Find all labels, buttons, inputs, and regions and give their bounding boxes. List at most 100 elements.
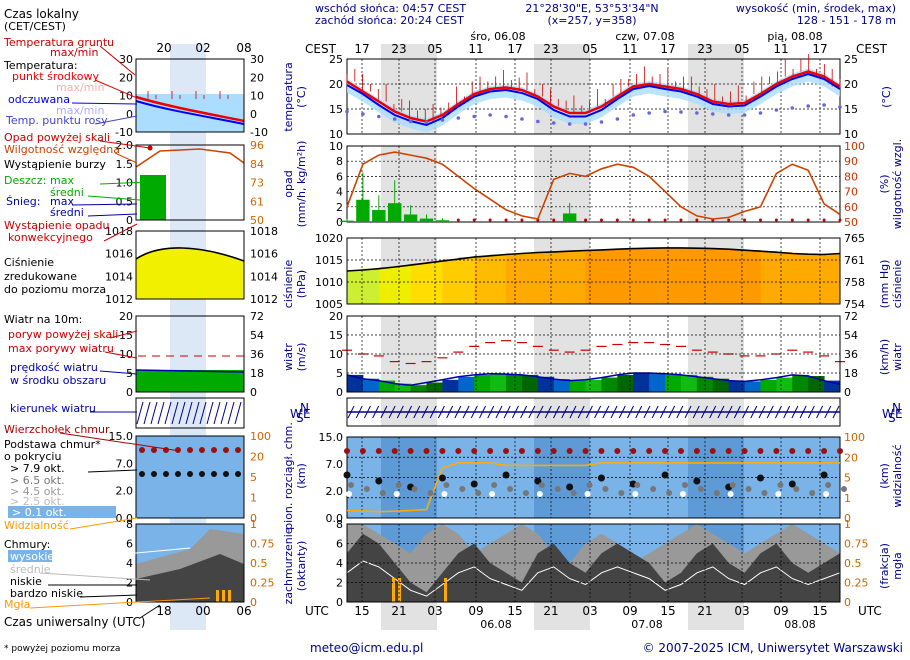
wind-speed-area	[585, 379, 602, 392]
legend-tick-left: 1014	[105, 270, 133, 283]
dewpoint-dot	[631, 113, 636, 117]
conv-precip-dot	[806, 218, 810, 222]
y-tick-right: 25	[844, 53, 858, 66]
legend-tick-left: 4	[126, 557, 133, 570]
legend-tick-left: 30	[119, 53, 133, 66]
dewpoint-dot	[615, 117, 620, 121]
low-clouds-label: niskie	[10, 575, 42, 588]
wind-speed-area	[569, 380, 587, 392]
wind-dir-arrow	[405, 405, 412, 419]
wind-speed-area	[378, 380, 396, 392]
footnote: * powyżej poziomu morza	[4, 644, 120, 654]
wind-dir-arrow	[627, 405, 634, 419]
legend-wind-line	[135, 369, 245, 373]
conv-precip-dot	[472, 218, 476, 222]
y-tick-right: 50	[844, 216, 858, 229]
cloud-base-dot-65	[618, 490, 625, 496]
utc-time-tick: 00	[195, 604, 210, 618]
dewpoint-dot	[472, 114, 477, 119]
wind-dir-arrow	[799, 405, 807, 419]
wind-dir-arrow	[544, 405, 552, 419]
wind-dir-arrow	[585, 405, 593, 419]
wind-dir-arrow	[750, 405, 758, 419]
legend-cloud-top-dot	[151, 447, 157, 453]
okt45-label: > 4.5 okt.	[10, 485, 65, 498]
legend-leader-line	[71, 203, 138, 206]
wind-speed-area	[362, 378, 380, 392]
wind-dir-arrow	[733, 405, 741, 419]
pressure-area-segment	[362, 268, 380, 304]
legend-humidity-line	[135, 148, 245, 168]
wind-dir-arrow	[569, 405, 577, 419]
y-tick-right: 54	[844, 329, 858, 342]
cloud-base-dot-01	[775, 491, 782, 497]
dewpoint-dot	[408, 119, 413, 124]
panel-frame	[346, 145, 841, 223]
pressure-area-segment	[506, 253, 523, 304]
compass-e-right: E	[895, 407, 903, 421]
cloud-base-dot-65	[841, 486, 847, 492]
pressure-area-segment	[553, 251, 571, 304]
cloud-base-dot-65	[777, 482, 784, 488]
fog-bar	[444, 578, 447, 602]
night-band-header	[381, 44, 437, 59]
wind-dir-arrow	[832, 405, 840, 419]
contact-email[interactable]: meteo@icm.edu.pl	[310, 641, 423, 655]
okt65-label: > 6.5 okt.	[10, 474, 65, 487]
cloud-top-dot	[646, 448, 653, 454]
legend-cloud-base-dot	[199, 471, 205, 477]
y-tick-right: 36	[844, 348, 858, 361]
legend-fog-bar	[222, 590, 225, 602]
night-band-footer	[688, 602, 744, 630]
legend-tick-right: -10	[250, 126, 268, 139]
compass-s-left: S	[296, 411, 304, 425]
panel-frame	[346, 315, 841, 393]
wind-dir-arrow	[446, 405, 454, 419]
legend-wind-dir-arrow	[192, 401, 200, 425]
legend-tick-left: 1012	[105, 293, 133, 306]
vis-right-title: widzialność	[891, 444, 904, 507]
pres-axis-title: ciśnienie	[282, 260, 295, 309]
dewpoint-dot	[710, 112, 715, 116]
pressure-area-segment	[792, 253, 809, 304]
legend-wind-dir-arrow	[150, 401, 158, 425]
temp-right-unit: (°C)	[880, 86, 893, 108]
legend-tick-right: 20	[250, 71, 264, 84]
legend-tick-right: 1	[250, 492, 257, 505]
legend-tick-left: 8	[126, 518, 133, 531]
dewpoint-dot	[679, 110, 683, 114]
night-band-header	[688, 44, 744, 59]
wind-speed-area	[792, 374, 809, 392]
cloud-base-dot-65	[411, 486, 418, 492]
legend-cloud-base-dot	[211, 471, 217, 477]
midpoint-label: punkt środkowy	[12, 70, 100, 83]
legend-tick-left: 20	[119, 310, 133, 323]
cloud-base-dot-01	[632, 491, 639, 497]
cloud-base-dot-65	[379, 490, 386, 496]
hour-label: 23	[391, 42, 406, 56]
legend-pressure-line	[135, 247, 245, 262]
wind-dir-arrow	[742, 405, 750, 419]
dewpoint-dot	[567, 122, 572, 126]
dewpoint-dot	[392, 117, 397, 121]
pressure-area-segment	[728, 249, 746, 304]
conv-precip-dot	[584, 218, 588, 222]
cloud-top-dot	[534, 448, 541, 454]
wind-dir-arrow	[594, 405, 602, 419]
y-tick-left: 10	[329, 348, 343, 361]
legend-panel-frame	[135, 230, 245, 300]
legend-wind-dir-arrow	[136, 401, 144, 425]
date-label-1: 06.08	[480, 618, 512, 631]
y-tick-left: 7.0	[326, 458, 344, 471]
y-tick-left: 0	[336, 596, 343, 609]
conv-precip-dot	[456, 218, 460, 222]
pres-right-unit: (mm Hg)	[878, 260, 891, 309]
pressure-area-segment	[680, 247, 698, 304]
wind-dir-arrow	[775, 405, 782, 419]
snow-mean-label: średni	[50, 206, 84, 219]
cloud-base-dot-79	[375, 477, 383, 485]
legend-fog-bar	[228, 590, 231, 602]
cloud-base-dot-65	[507, 486, 514, 492]
legend-tick-left: 15	[119, 329, 133, 342]
cloud-base-dot-01	[536, 491, 543, 497]
